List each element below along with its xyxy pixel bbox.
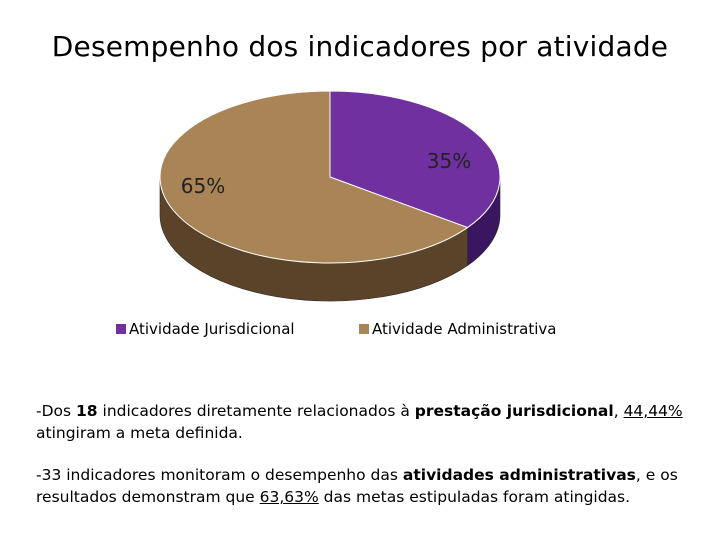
note2-emphasis: atividades administrativas: [402, 466, 636, 484]
chart-legend: Atividade Jurisdicional Atividade Admini…: [0, 320, 720, 346]
note1-emphasis: prestação jurisdicional: [414, 402, 614, 420]
note-jurisdicional: -Dos 18 indicadores diretamente relacion…: [36, 400, 696, 444]
note1-text: ,: [613, 402, 624, 420]
note-administrativa: -33 indicadores monitoram o desempenho d…: [36, 464, 696, 508]
pie-labels: 65% 35%: [181, 149, 471, 198]
pie-label-0: 65%: [181, 174, 225, 198]
legend-swatch-administrativa: [359, 324, 369, 334]
note2-percentage: 63,63%: [259, 488, 319, 506]
legend-item-jurisdicional: Atividade Jurisdicional: [116, 320, 295, 338]
note1-text: indicadores diretamente relacionados à: [97, 402, 415, 420]
legend-label-administrativa: Atividade Administrativa: [372, 320, 557, 338]
note2-text: indicadores monitoram o desempenho das: [61, 466, 403, 484]
note1-percentage: 44,44%: [623, 402, 683, 420]
notes: -Dos 18 indicadores diretamente relacion…: [36, 400, 696, 528]
note2-count: -33: [36, 466, 62, 484]
legend-swatch-jurisdicional: [116, 324, 126, 334]
chart-title: Desempenho dos indicadores por atividade: [51, 30, 669, 63]
note1-count: 18: [76, 402, 98, 420]
legend-item-administrativa: Atividade Administrativa: [359, 320, 556, 338]
pie-label-1: 35%: [427, 149, 471, 173]
note2-text: , e os resultados demonstram que: [36, 466, 678, 506]
pie-slice-0: [159, 90, 469, 264]
pie-tops: [159, 90, 501, 264]
pie-slice-1: [329, 90, 501, 229]
note1-text: atingiram a meta definida.: [36, 424, 243, 442]
pie-chart: 65% 35%: [159, 90, 501, 302]
note1-text: -Dos: [36, 402, 77, 420]
legend-label-jurisdicional: Atividade Jurisdicional: [129, 320, 295, 338]
note2-text: das metas estipuladas foram atingidas.: [318, 488, 631, 506]
